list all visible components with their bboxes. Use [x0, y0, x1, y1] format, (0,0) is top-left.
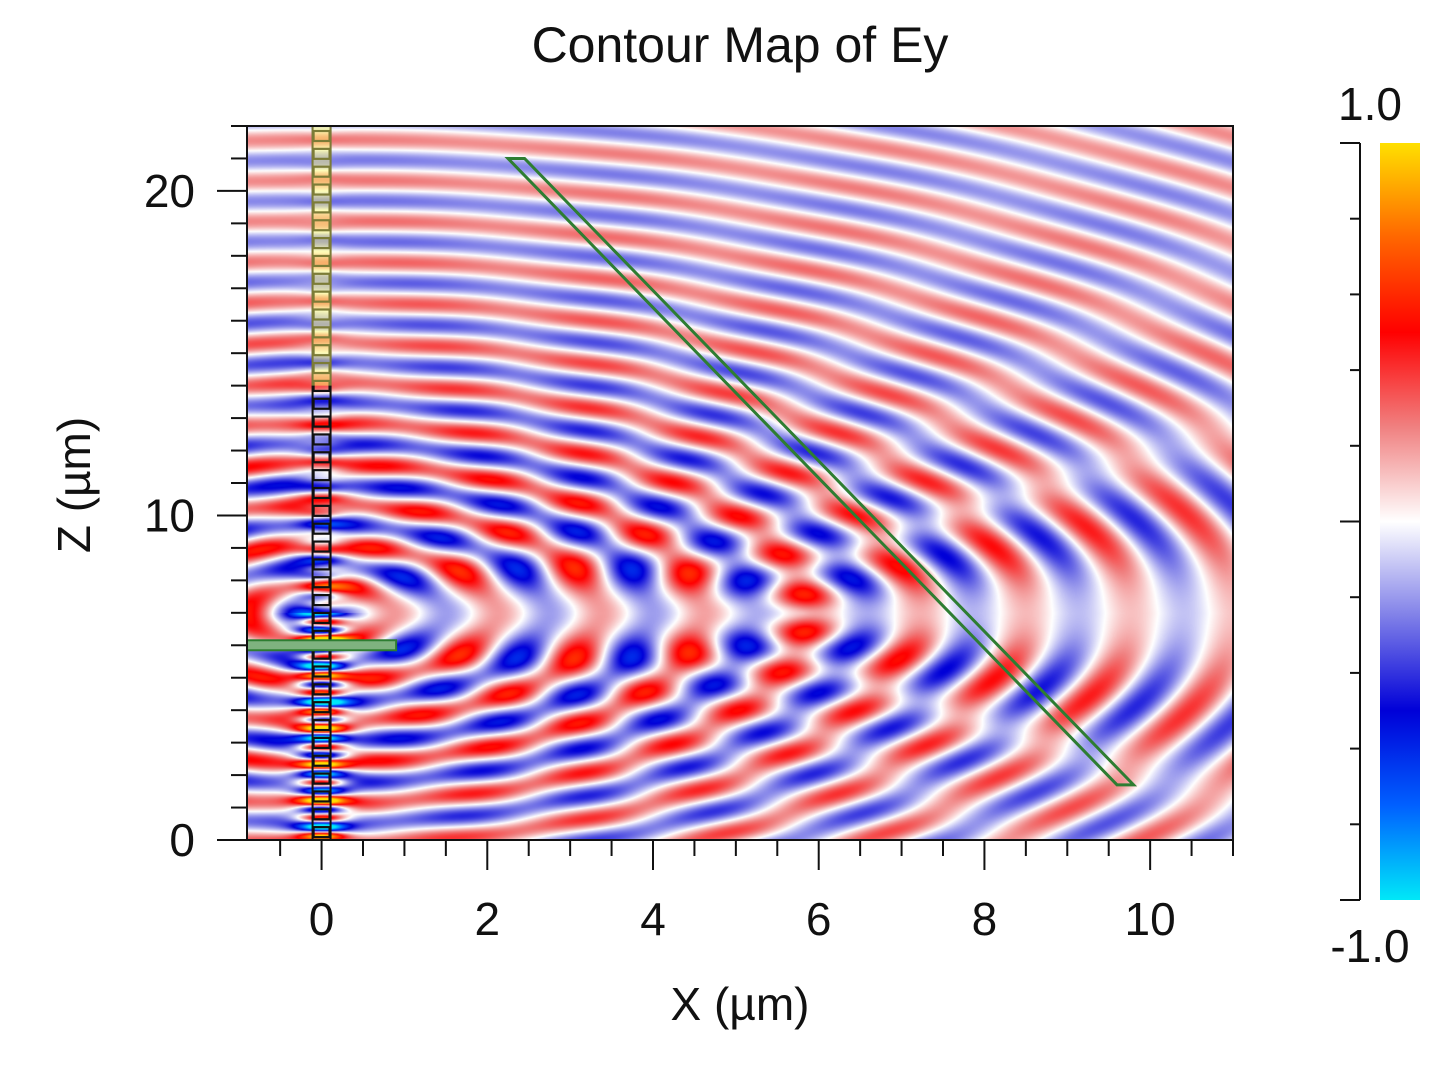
colorbar-ticks: [1340, 142, 1361, 901]
y-tick-label: 10: [144, 489, 195, 541]
monitor-band: [311, 126, 332, 386]
x-tick-label: 8: [972, 893, 998, 945]
y-tick-label: 20: [144, 165, 195, 217]
x-tick-label: 4: [640, 893, 666, 945]
y-axis: 0 10 20: [144, 125, 247, 866]
chart-title: Contour Map of Ey: [532, 17, 949, 73]
colorbar-max-label: 1.0: [1338, 78, 1402, 130]
x-axis: 0 2 4 6 8 10: [279, 840, 1234, 945]
x-axis-label: X (µm): [671, 978, 810, 1030]
x-tick-label: 10: [1125, 893, 1176, 945]
y-tick-label: 0: [169, 814, 195, 866]
x-tick-label: 6: [806, 893, 832, 945]
colorbar-gradient: [1380, 143, 1420, 900]
source-bar: [247, 639, 398, 652]
colorbar-min-label: -1.0: [1330, 920, 1409, 972]
x-tick-label: 2: [474, 893, 500, 945]
structure-overlays: [247, 126, 1138, 840]
colorbar: 1.0 -1.0: [1330, 78, 1420, 972]
field-heatmap: [247, 126, 1233, 840]
y-axis-label: Z (µm): [48, 417, 100, 553]
slab-outline: [504, 156, 1138, 787]
x-tick-label: 0: [309, 893, 335, 945]
